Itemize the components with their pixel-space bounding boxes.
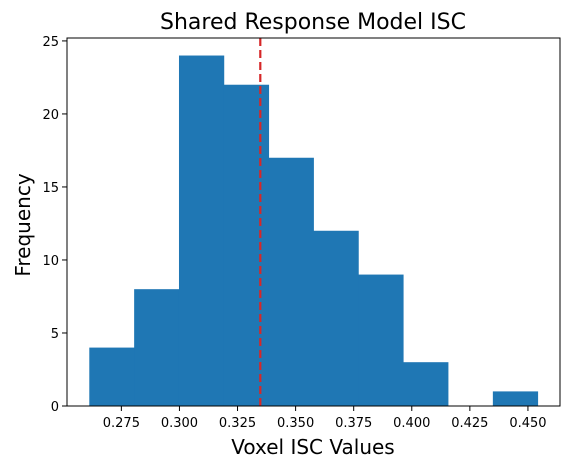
histogram-bar	[178, 55, 225, 407]
y-tick-label: 20	[42, 108, 59, 123]
histogram-bar	[89, 347, 135, 406]
y-ticks: 0 5 10 15 20 25	[42, 35, 67, 415]
x-tick-label: 0.325	[219, 416, 256, 431]
x-tick-label: 0.400	[393, 416, 430, 431]
histogram-bar	[223, 84, 270, 406]
y-tick-label: 10	[42, 254, 59, 269]
x-tick-label: 0.300	[161, 416, 198, 431]
x-tick-label: 0.450	[509, 416, 546, 431]
histogram-bar	[313, 230, 359, 406]
x-tick-label: 0.275	[103, 416, 140, 431]
plot-area	[66, 37, 561, 407]
histogram-bar	[134, 289, 180, 406]
chart-title: Shared Response Model ISC	[160, 10, 466, 35]
y-axis-label: Frequency	[11, 173, 35, 276]
histogram-bar	[403, 362, 449, 406]
y-tick-label: 0	[51, 400, 59, 415]
bars-group	[89, 55, 539, 407]
histogram-bar	[492, 391, 539, 406]
y-tick-label: 25	[42, 35, 59, 50]
y-tick-label: 15	[42, 181, 59, 196]
x-tick-label: 0.375	[335, 416, 372, 431]
axes-group	[66, 37, 561, 407]
x-tick-label: 0.350	[277, 416, 314, 431]
x-ticks: 0.275 0.300 0.325 0.350 0.375 0.400 0.425 0.450	[103, 406, 547, 431]
x-tick-label: 0.425	[451, 416, 488, 431]
x-axis-label: Voxel ISC Values	[231, 435, 394, 459]
axes-frame	[66, 37, 561, 407]
y-tick-label: 5	[51, 327, 59, 342]
histogram-bar	[268, 157, 314, 406]
histogram-bar	[358, 274, 404, 406]
